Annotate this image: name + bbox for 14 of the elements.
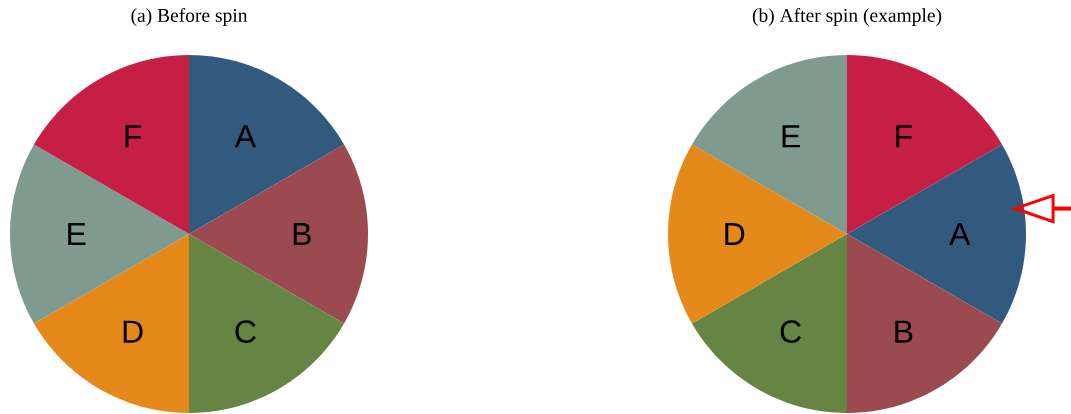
slice-label: C [780, 320, 801, 343]
slice-label: C [235, 320, 256, 343]
slice-label: D [725, 223, 745, 245]
slice-label: F [125, 125, 142, 148]
chart-title: (b) After spin (example) [752, 8, 942, 26]
slice-label: D [123, 320, 143, 343]
slice-label: E [782, 125, 800, 148]
slice-label: E [68, 223, 86, 245]
slice-label: A [234, 125, 257, 148]
slice-label: F [896, 125, 912, 148]
chart-title: (a) Before spin [131, 8, 248, 26]
slice-label: B [293, 223, 311, 245]
slice-label: A [949, 223, 971, 245]
slice-label: B [895, 320, 913, 343]
